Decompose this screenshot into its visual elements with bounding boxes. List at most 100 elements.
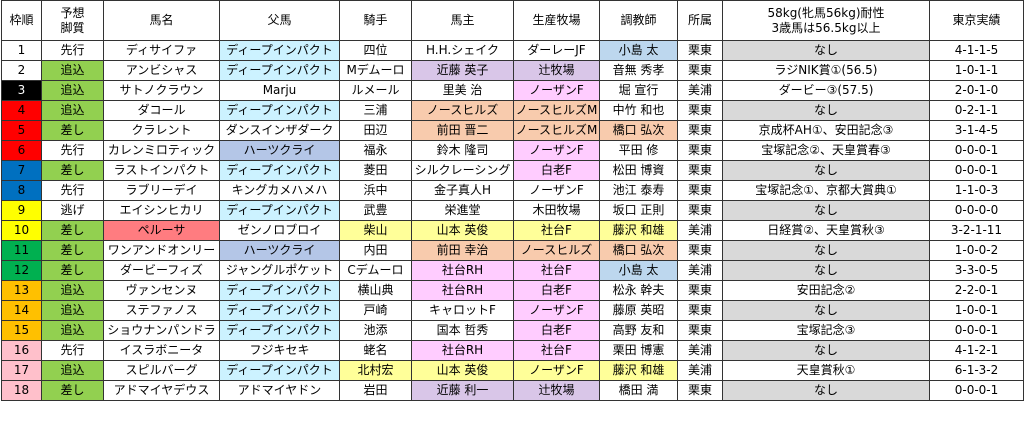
waku-cell: 9 [1, 200, 42, 221]
farm-cell: 白老F [513, 160, 600, 181]
trainer-cell: 栗田 博憲 [599, 340, 678, 361]
tokyo-cell: 1-0-1-1 [929, 60, 1024, 81]
trainer-cell: 藤沢 和雄 [599, 220, 678, 241]
tokyo-cell: 1-0-0-2 [929, 240, 1024, 261]
stable-cell: 美浦 [677, 260, 723, 281]
jockey-cell: 池添 [339, 320, 412, 341]
durability-cell: なし [722, 240, 930, 261]
header-yoso-line2: 脚質 [60, 20, 85, 35]
durability-cell: なし [722, 200, 930, 221]
owner-cell: 山本 英俊 [411, 360, 514, 381]
horse-cell: ペルーサ [103, 220, 220, 241]
owner-cell: キャロットF [411, 300, 514, 321]
durability-cell: なし [722, 100, 930, 121]
table-row: 16 先行 イスラボニータ フジキセキ 蛯名 社台RH 社台F 栗田 博憲 美浦 なし 4-1-2-… [1, 340, 1024, 361]
owner-cell: H.H.シェイク [411, 40, 514, 61]
sire-cell: ディープインパクト [219, 100, 340, 121]
tokyo-cell: 3-2-1-11 [929, 220, 1024, 241]
farm-cell: 社台F [513, 260, 600, 281]
tokyo-cell: 2-0-1-0 [929, 80, 1024, 101]
stable-cell: 栗東 [677, 60, 723, 81]
style-cell: 先行 [41, 40, 104, 61]
sire-cell: ディープインパクト [219, 200, 340, 221]
style-cell: 追込 [41, 360, 104, 381]
trainer-cell: 中竹 和也 [599, 100, 678, 121]
farm-cell: ノースヒルズM [513, 120, 600, 141]
header-row: 枠順 予想 脚質 馬名 父馬 騎手 馬主 生産牧場 調教師 所属 58kg(牝馬… [1, 0, 1024, 41]
sire-cell: ディープインパクト [219, 300, 340, 321]
durability-cell: 安田記念② [722, 280, 930, 301]
horse-cell: イスラボニータ [103, 340, 220, 361]
table-row: 17 追込 スピルバーグ ディープインパクト 北村宏 山本 英俊 ノーザンF 藤沢 和雄 美浦天… [1, 360, 1024, 381]
header-horse: 馬名 [103, 0, 220, 41]
header-yoso-line1: 予想 [60, 5, 85, 20]
sire-cell: ジャングルポケット [219, 260, 340, 281]
stable-cell: 栗東 [677, 300, 723, 321]
durability-cell: なし [722, 340, 930, 361]
table-row: 3 追込 サトノクラウン Marju ルメール 里美 治ノーザンF 堀 宣行 美浦 ダービー③(… [1, 80, 1024, 101]
jockey-cell: 蛯名 [339, 340, 412, 361]
style-cell: 差し [41, 380, 104, 401]
farm-cell: ノースヒルズM [513, 100, 600, 121]
stable-cell: 美浦 [677, 340, 723, 361]
style-cell: 先行 [41, 340, 104, 361]
tokyo-cell: 3-1-4-5 [929, 120, 1024, 141]
farm-cell: ノーザンF [513, 300, 600, 321]
stable-cell: 美浦 [677, 220, 723, 241]
style-cell: 追込 [41, 320, 104, 341]
owner-cell: 金子真人H [411, 180, 514, 201]
durability-cell: ラジNIK賞①(56.5) [722, 60, 930, 81]
header-durability-line2: 3歳馬は56.5kg以上 [771, 20, 881, 35]
sire-cell: Marju [219, 80, 340, 101]
trainer-cell: 池江 泰寿 [599, 180, 678, 201]
header-stable: 所属 [677, 0, 723, 41]
jockey-cell: 戸崎 [339, 300, 412, 321]
waku-cell: 3 [1, 80, 42, 101]
table-row: 1 先行 ディサイファ ディープインパクト 四位 H.H.シェイク ダーレーJF 小島 太栗東… [1, 40, 1024, 61]
durability-cell: なし [722, 300, 930, 321]
horse-cell: ラブリーデイ [103, 180, 220, 201]
owner-cell: 近藤 英子 [411, 60, 514, 81]
owner-cell: 山本 英俊 [411, 220, 514, 241]
table-row: 9 逃げ エイシンヒカリ ディープインパクト 武豊 栄進堂 木田牧場 坂口 正則 栗東 なし 0-0… [1, 200, 1024, 221]
waku-cell: 4 [1, 100, 42, 121]
trainer-cell: 藤沢 和雄 [599, 360, 678, 381]
jockey-cell: 柴山 [339, 220, 412, 241]
header-durability-line1: 58kg(牝馬56kg)耐性 [767, 5, 885, 20]
table-row: 15 追込 ショウナンパンドラ ディープインパクト 池添 国本 哲秀 白老F 高野 友和 栗東宝… [1, 320, 1024, 341]
table-row: 11 差し ワンアンドオンリー ハーツクライ 内田 前田 幸治 ノースヒルズ 橋口 弘次 栗東な… [1, 240, 1024, 261]
horse-cell: ステファノス [103, 300, 220, 321]
sire-cell: ハーツクライ [219, 140, 340, 161]
table-row: 2 追込 アンビシャス ディープインパクト Mデムーロ 近藤 英子 辻牧場 音無 秀孝 栗東 ラジ… [1, 60, 1024, 81]
owner-cell: 国本 哲秀 [411, 320, 514, 341]
jockey-cell: 岩田 [339, 380, 412, 401]
waku-cell: 1 [1, 40, 42, 61]
tokyo-cell: 0-0-0-0 [929, 200, 1024, 221]
durability-cell: 宝塚記念③ [722, 320, 930, 341]
jockey-cell: Mデムーロ [339, 60, 412, 81]
header-waku: 枠順 [1, 0, 42, 41]
durability-cell: 京成杯AH①、安田記念③ [722, 120, 930, 141]
sire-cell: フジキセキ [219, 340, 340, 361]
jockey-cell: 武豊 [339, 200, 412, 221]
stable-cell: 栗東 [677, 320, 723, 341]
table-row: 8 先行 ラブリーデイ キングカメハメハ 浜中 金子真人H ノーザンF 池江 泰寿 栗東 宝塚記念… [1, 180, 1024, 201]
stable-cell: 栗東 [677, 40, 723, 61]
waku-cell: 16 [1, 340, 42, 361]
tokyo-cell: 0-0-0-1 [929, 320, 1024, 341]
style-cell: 追込 [41, 60, 104, 81]
style-cell: 差し [41, 120, 104, 141]
horse-cell: ディサイファ [103, 40, 220, 61]
sire-cell: ディープインパクト [219, 160, 340, 181]
style-cell: 追込 [41, 280, 104, 301]
horse-cell: サトノクラウン [103, 80, 220, 101]
waku-cell: 8 [1, 180, 42, 201]
tokyo-cell: 0-0-0-1 [929, 140, 1024, 161]
farm-cell: ノーザンF [513, 180, 600, 201]
tokyo-cell: 1-0-0-1 [929, 300, 1024, 321]
jockey-cell: ルメール [339, 80, 412, 101]
stable-cell: 栗東 [677, 120, 723, 141]
waku-cell: 18 [1, 380, 42, 401]
owner-cell: 栄進堂 [411, 200, 514, 221]
farm-cell: ノーザンF [513, 80, 600, 101]
